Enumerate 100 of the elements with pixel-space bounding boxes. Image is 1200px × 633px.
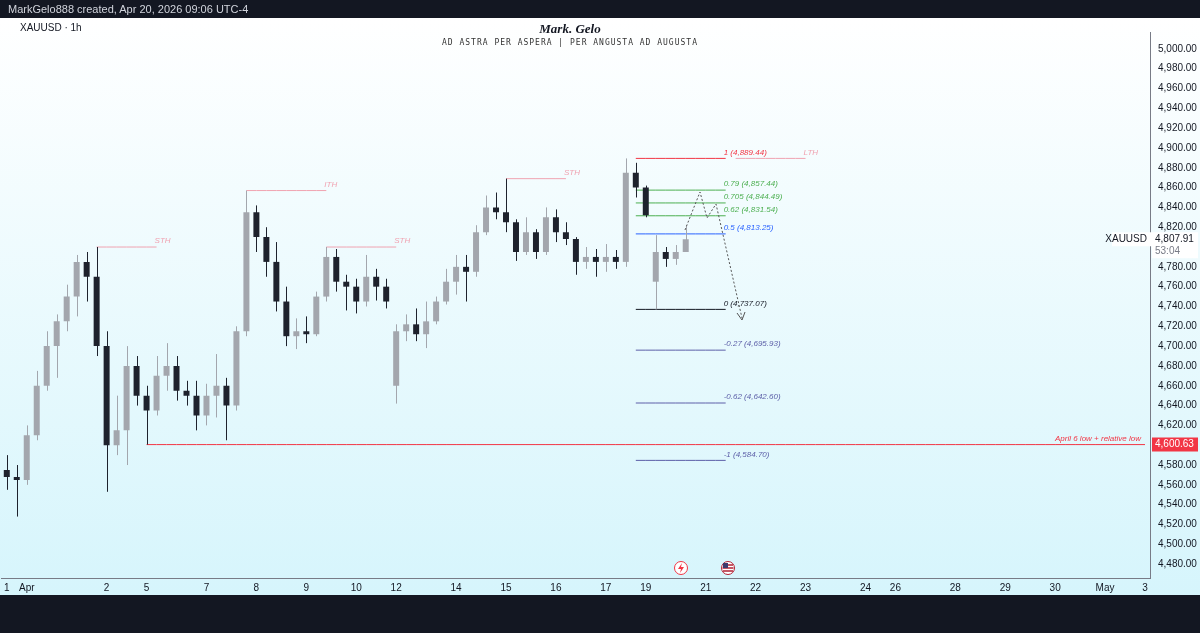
candlestick (303, 315, 310, 344)
text: 53:04 (1155, 244, 1181, 256)
x-tick-label: 15 (500, 581, 512, 593)
candlestick (343, 274, 350, 311)
x-tick-label: 2 (103, 581, 110, 593)
series-label: 0 (4,737.07) (723, 298, 768, 308)
x-tick-label: 7 (203, 581, 210, 593)
y-tick-label: 4,840.00 (1158, 201, 1198, 213)
series-label: -0.62 (4,642.60) (723, 392, 781, 402)
series-label: 1 (4,889.44) (723, 147, 768, 157)
candlestick (203, 383, 210, 426)
y-tick-label: 4,500.00 (1158, 538, 1198, 550)
series-label: -0.27 (4,695.93) (723, 339, 781, 349)
x-tick-label: 10 (350, 581, 363, 593)
candlestick (582, 246, 589, 270)
y-tick-label: 4,480.00 (1158, 557, 1198, 569)
candlestick (672, 244, 679, 266)
x-tick-label: 21 (700, 581, 712, 593)
series-label: STH (563, 167, 581, 177)
y-tick-label: 4,760.00 (1158, 280, 1198, 292)
candlestick (552, 208, 559, 243)
text: 4,807.91 (1155, 232, 1195, 244)
candlestick (453, 254, 460, 296)
candlestick (602, 243, 609, 273)
candlestick (662, 246, 669, 268)
chart-title: Mark. Gelo (538, 21, 602, 37)
y-tick-label: 4,660.00 (1158, 379, 1198, 391)
y-tick-label: 4,880.00 (1158, 161, 1198, 173)
series-label: 0.62 (4,831.54) (723, 205, 779, 214)
annotation: XAUUSD · 1h (20, 22, 82, 33)
candlestick (562, 221, 569, 246)
y-tick-label: 4,900.00 (1158, 141, 1198, 153)
x-tick-label: 30 (1049, 581, 1062, 593)
y-tick-label: 4,960.00 (1158, 82, 1198, 94)
x-tick-label: 16 (550, 581, 562, 593)
candlestick (592, 248, 599, 278)
x-tick-label: May (1095, 581, 1115, 593)
x-tick-label: 24 (859, 581, 872, 593)
candlestick (493, 192, 500, 220)
candlestick (632, 162, 639, 198)
candlestick (612, 249, 619, 270)
y-tick-label: 4,980.00 (1158, 62, 1198, 74)
y-tick-label: 4,920.00 (1158, 121, 1198, 133)
candlestick (572, 236, 579, 276)
candlestick (13, 464, 20, 518)
y-tick-label: 4,740.00 (1158, 300, 1198, 312)
x-tick-label: 14 (450, 581, 463, 593)
candlestick (3, 454, 10, 491)
candlestick (463, 254, 470, 303)
y-tick-label: 4,520.00 (1158, 518, 1198, 530)
candlestick (383, 278, 390, 309)
candlestick (423, 301, 430, 349)
data-label: 4,600.63 (1155, 438, 1195, 450)
candlestick (413, 307, 420, 342)
candlestick (213, 353, 220, 418)
candlestick (163, 342, 170, 392)
x-tick-label: 17 (600, 581, 612, 593)
candlestick (193, 380, 200, 431)
series-label: LTH (803, 147, 819, 157)
candlestick (83, 251, 90, 303)
y-tick-label: 4,700.00 (1158, 339, 1198, 351)
x-tick-label: 22 (750, 581, 762, 593)
candlestick (682, 224, 689, 253)
x-tick-label: 8 (253, 581, 260, 593)
candlestick (443, 268, 450, 306)
candlestick (532, 228, 539, 260)
x-tick-label: 29 (999, 581, 1012, 593)
y-tick-label: 4,860.00 (1158, 181, 1198, 193)
y-tick-label: 5,000.00 (1158, 42, 1198, 54)
y-tick-label: 4,820.00 (1158, 220, 1198, 232)
y-tick-label: 4,620.00 (1158, 419, 1198, 431)
candlestick (433, 296, 440, 325)
x-tick-label: 5 (143, 581, 150, 593)
x-tick-label: Apr (18, 581, 36, 593)
candlestick (522, 216, 529, 256)
y-tick-label: 4,780.00 (1158, 260, 1198, 272)
series-label: STH (394, 236, 411, 246)
series-label: -1 (4,584.70) (723, 449, 770, 459)
y-tick-label: 4,580.00 (1158, 458, 1198, 470)
candlestick (293, 317, 300, 350)
x-tick-label: 28 (949, 581, 962, 593)
x-tick-label: 12 (390, 581, 403, 593)
series-label: STH (154, 236, 171, 246)
y-tick-label: 4,940.00 (1158, 102, 1198, 114)
series-label: 0.79 (4,857.44) (723, 179, 779, 189)
candlestick (503, 178, 509, 233)
candlestick (113, 395, 120, 456)
candlestick (373, 268, 380, 302)
y-tick-label: 4,640.00 (1158, 399, 1198, 411)
annotation: XAUUSD (1105, 232, 1147, 244)
x-tick-label: 9 (303, 581, 310, 593)
text: MarkGelo888 created, Apr 20, 2026 09:06 UTC-4 (7, 2, 250, 17)
series-label: 0.705 (4,844.49) (723, 192, 783, 202)
x-tick-label: 1 (4, 581, 10, 593)
candlestick (353, 278, 360, 314)
x-tick-label: 26 (889, 581, 902, 593)
x-tick-label: 23 (799, 581, 812, 593)
candlestick (403, 313, 410, 342)
y-tick-label: 4,720.00 (1158, 320, 1198, 332)
series-label: ITH (324, 179, 338, 189)
